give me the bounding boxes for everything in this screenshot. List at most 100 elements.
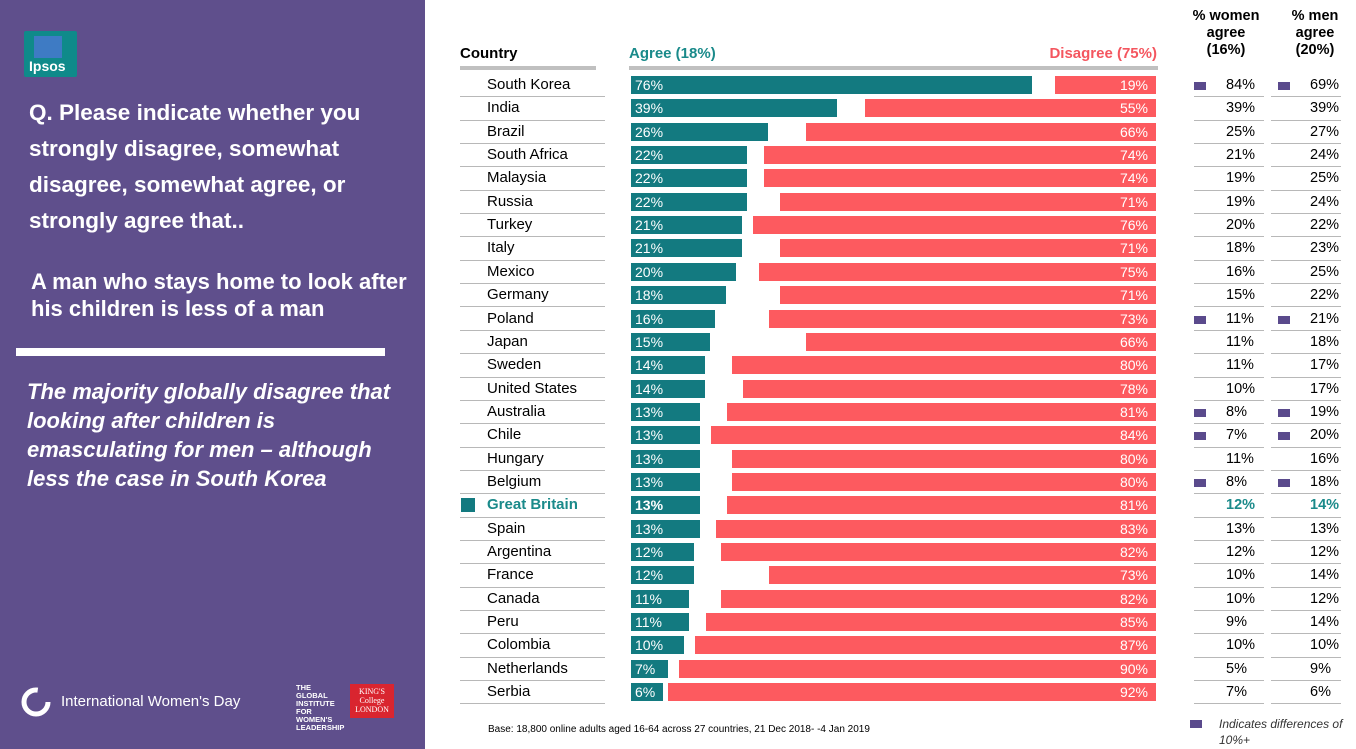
men-divider	[1271, 353, 1341, 355]
row-divider	[460, 376, 605, 378]
men-divider	[1271, 96, 1341, 98]
agree-value: 14%	[635, 357, 664, 374]
country-label: Argentina	[487, 543, 552, 560]
men-divider	[1271, 119, 1341, 121]
men-agree-value: 22%	[1310, 217, 1340, 234]
disagree-value: 76%	[1119, 217, 1148, 234]
women-agree-value: 13%	[1226, 520, 1256, 537]
agree-value: 13%	[635, 403, 664, 420]
men-agree-value: 9%	[1310, 660, 1331, 677]
disagree-value: 84%	[1119, 427, 1148, 444]
men-agree-value: 69%	[1310, 77, 1340, 93]
agree-value: 11%	[635, 590, 662, 607]
table-row: Canada 11% 82% 10% 12%	[0, 588, 1356, 612]
women-agree-value: 10%	[1226, 567, 1256, 584]
women-divider	[1194, 423, 1264, 425]
country-label: South Africa	[487, 146, 568, 164]
disagree-value: 71%	[1119, 193, 1148, 210]
men-divider	[1271, 446, 1341, 448]
table-row: Japan 15% 66% 11% 18%	[0, 331, 1356, 355]
women-divider	[1194, 516, 1264, 518]
agree-bar: 21%	[631, 216, 742, 235]
women-divider	[1194, 189, 1264, 191]
iwd-label: International Women's Day	[61, 693, 241, 710]
women-agree-value: 84%	[1226, 77, 1256, 93]
women-divider	[1194, 469, 1264, 471]
agree-value: 13%	[635, 427, 664, 444]
agree-bar: 16%	[631, 309, 716, 328]
men-divider	[1271, 656, 1341, 658]
question-text: Q. Please indicate whether you strongly …	[29, 100, 361, 233]
table-row: Poland 16% 73% 11% 21%	[0, 308, 1356, 331]
women-divider	[1194, 329, 1264, 331]
men-divider	[1271, 493, 1341, 495]
women-agree-value: 10%	[1226, 637, 1256, 654]
agree-bar: 13%	[631, 472, 700, 491]
disagree-value: 85%	[1119, 614, 1148, 631]
disagree-bar: 71%	[779, 239, 1156, 258]
women-agree-value: 10%	[1226, 590, 1256, 607]
men-agree-value: 14%	[1310, 567, 1340, 584]
country-label: Turkey	[487, 216, 533, 234]
disagree-value: 80%	[1119, 357, 1148, 374]
disagree-bar: 74%	[763, 146, 1156, 165]
table-row: Brazil 26% 66% 25% 27%	[0, 121, 1356, 145]
country-label: Belgium	[487, 472, 542, 490]
row-divider	[460, 680, 605, 682]
row-divider	[460, 399, 605, 401]
disagree-bar: 73%	[769, 566, 1156, 585]
agree-value: 22%	[635, 193, 664, 210]
country-label: Sweden	[487, 356, 542, 374]
disagree-value: 82%	[1119, 590, 1148, 607]
table-row: Spain 13% 83% 13% 13%	[0, 518, 1356, 541]
women-divider	[1194, 96, 1264, 98]
country-label: United States	[487, 379, 578, 397]
difference-marker	[1278, 82, 1290, 90]
women-agree-value: 12%	[1226, 497, 1256, 514]
men-agree-value: 24%	[1310, 147, 1340, 164]
difference-marker	[1194, 478, 1206, 487]
men-divider	[1271, 166, 1341, 168]
row-divider	[460, 516, 605, 518]
women-divider	[1194, 703, 1264, 705]
country-label: Hungary	[487, 449, 544, 467]
men-agree-value: 18%	[1310, 333, 1340, 350]
table-row: Peru 11% 85% 9% 14%	[0, 611, 1356, 635]
legend-marker	[1190, 720, 1202, 728]
disagree-header: Disagree (75%)	[1049, 45, 1157, 62]
women-divider	[1194, 610, 1264, 612]
men-divider	[1271, 399, 1341, 401]
table-row: Argentina 12% 82% 12% 12%	[0, 541, 1356, 565]
agree-bar: 14%	[631, 379, 705, 398]
agree-bar: 13%	[631, 519, 700, 538]
giwl-logo: THE GLOBAL INSTITUTE FOR WOMEN'S LEADERS…	[296, 683, 345, 732]
disagree-bar: 76%	[753, 216, 1156, 235]
table-row: Hungary 13% 80% 11% 16%	[0, 448, 1356, 471]
agree-bar: 22%	[631, 169, 747, 188]
men-agree-value: 6%	[1310, 684, 1331, 701]
disagree-bar: 85%	[705, 613, 1156, 632]
country-header: Country	[460, 45, 518, 62]
difference-marker	[1278, 315, 1290, 324]
agree-value: 76%	[635, 77, 664, 93]
agree-value: 14%	[635, 380, 664, 397]
agree-bar: 39%	[631, 99, 837, 118]
disagree-value: 66%	[1119, 123, 1148, 140]
country-label: Spain	[487, 519, 526, 537]
country-label: South Korea	[487, 76, 571, 93]
row-divider	[460, 539, 605, 541]
table-row: South Africa 22% 74% 21% 24%	[0, 144, 1356, 168]
women-agree-value: 8%	[1226, 473, 1247, 490]
men-divider	[1271, 283, 1341, 285]
agree-bar: 76%	[631, 76, 1032, 94]
disagree-bar: 73%	[769, 309, 1156, 328]
table-row: Russia 22% 71% 19% 24%	[0, 191, 1356, 215]
disagree-bar: 80%	[732, 472, 1156, 491]
agree-value: 7%	[635, 660, 656, 677]
disagree-value: 80%	[1119, 473, 1148, 490]
country-label: Russia	[487, 192, 533, 210]
women-divider	[1194, 656, 1264, 658]
women-agree-value: 7%	[1226, 427, 1247, 444]
agree-bar: 20%	[631, 262, 737, 281]
table-row: Great Britain 13% 81% 12% 14%	[0, 494, 1356, 518]
